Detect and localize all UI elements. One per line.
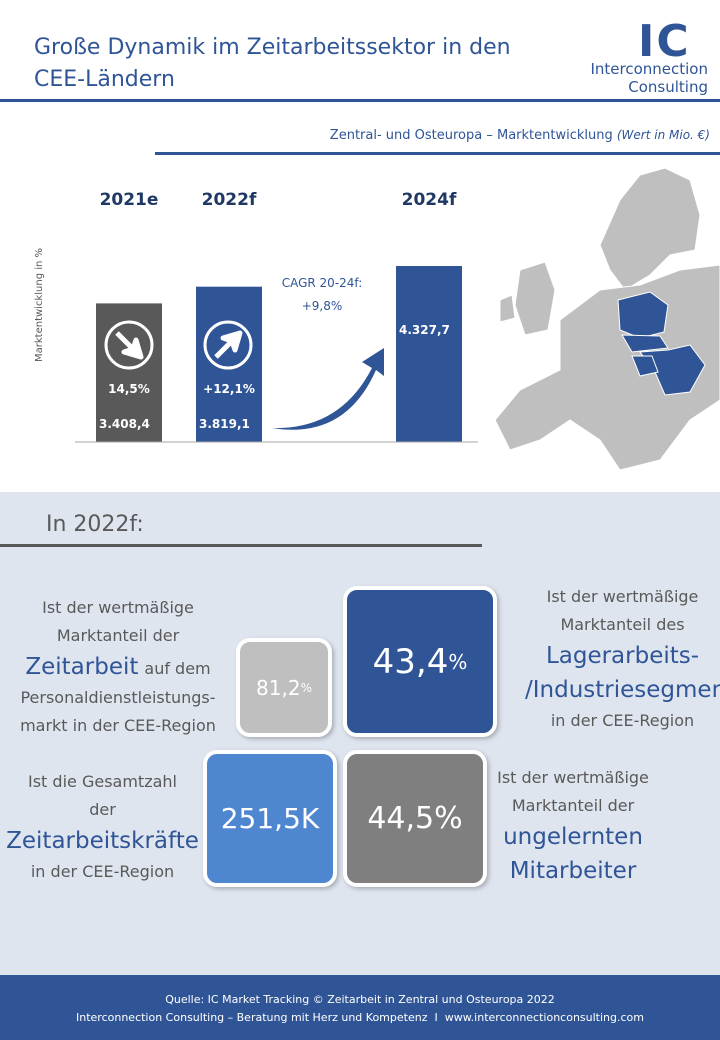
logo-name: Interconnection bbox=[590, 60, 708, 78]
stat-line: Mitarbeiter bbox=[480, 854, 666, 888]
stat-highlight: Zeitarbeitskräfte bbox=[6, 828, 199, 854]
chart: 2021e 2022f 2024f CAGR 20-24f: +9,8% Markt… bbox=[34, 167, 720, 471]
stat-value: 44,5% bbox=[367, 801, 463, 836]
stat-desc: Ist die Gesamtzahl bbox=[28, 772, 177, 791]
value-label: 4.327,7 bbox=[399, 323, 450, 337]
cagr-value: +9,8% bbox=[302, 299, 343, 313]
stat-value: 43,4 bbox=[372, 641, 449, 682]
stat-desc: auf dem bbox=[144, 659, 211, 678]
stat-line: Ist der wertmäßige bbox=[480, 764, 666, 792]
stat-desc: Marktanteil der bbox=[56, 626, 180, 645]
stat-box: 81,2% bbox=[236, 638, 332, 737]
stat-value: 251,5K bbox=[220, 802, 320, 835]
stat-line: Ist der wertmäßige bbox=[0, 594, 236, 622]
footer: Quelle: IC Market Tracking © Zeitarbeit … bbox=[0, 975, 720, 1040]
growth-label: 14,5% bbox=[108, 382, 150, 396]
y-axis-label: Marktentwicklung in % bbox=[34, 248, 45, 362]
title: Große Dynamik im Zeitarbeitssektor in de… bbox=[34, 35, 511, 92]
stat-text: Ist der wertmäßige Marktanteil der Zeitarb… bbox=[0, 594, 236, 740]
stat-unit: % bbox=[448, 649, 468, 674]
section-title: In 2022f: bbox=[46, 512, 144, 537]
stat-text: Ist der wertmäßige Marktanteil des Lagerar… bbox=[525, 583, 720, 735]
footer-source: Quelle: IC Market Tracking © Zeitarbeit … bbox=[165, 993, 555, 1006]
stat-desc: der bbox=[89, 800, 116, 819]
stat-line: Lagerarbeits- bbox=[525, 639, 720, 673]
stat-line: Marktanteil der bbox=[480, 792, 666, 820]
stat-desc: in der CEE-Region bbox=[550, 711, 695, 730]
stat-box: 251,5K bbox=[203, 750, 337, 887]
stat-text: Ist die Gesamtzahl der Zeitarbeitskräfte in… bbox=[0, 768, 205, 886]
x-tick-label: 2022f bbox=[202, 190, 257, 210]
stat-line: in der CEE-Region bbox=[0, 858, 205, 886]
stat-line: markt in der CEE-Region bbox=[0, 712, 236, 740]
stat-desc: Personaldienstleistungs- bbox=[20, 688, 216, 707]
stat-line: Ist der wertmäßige bbox=[525, 583, 720, 611]
stat-highlight: Zeitarbeit bbox=[25, 654, 139, 680]
stat-line: der bbox=[0, 796, 205, 824]
logo-initials: IC bbox=[638, 16, 691, 67]
bar bbox=[196, 286, 262, 442]
stat-desc: Ist der wertmäßige bbox=[497, 768, 649, 787]
stat-line: Ist die Gesamtzahl bbox=[0, 768, 205, 796]
subtitle-rule bbox=[155, 152, 720, 155]
stat-desc: Marktanteil der bbox=[511, 796, 635, 815]
stat-box: 43,4% bbox=[343, 586, 497, 737]
stat-text: Ist der wertmäßige Marktanteil der ungeler… bbox=[480, 764, 666, 888]
map bbox=[494, 167, 720, 471]
bar bbox=[96, 303, 162, 442]
trend-icon-down bbox=[104, 320, 154, 370]
stat-highlight: Lagerarbeits- bbox=[545, 643, 700, 669]
stat-highlight: /Industriesegments bbox=[525, 677, 720, 703]
stat-desc: Ist der wertmäßige bbox=[546, 587, 699, 606]
logo-subname: Consulting bbox=[628, 78, 708, 96]
stat-desc: in der CEE-Region bbox=[30, 862, 175, 881]
stat-desc: Marktanteil des bbox=[560, 615, 685, 634]
stat-line: Marktanteil des bbox=[525, 611, 720, 639]
stat-line: ungelernten bbox=[480, 820, 666, 854]
value-label: 3.408,4 bbox=[99, 417, 150, 431]
stat-line: Personaldienstleistungs- bbox=[0, 684, 236, 712]
subtitle-text: Zentral- und Osteuropa – Marktentwicklun… bbox=[329, 128, 613, 143]
cagr-title: CAGR 20-24f: bbox=[282, 276, 363, 290]
growth-label: +12,1% bbox=[203, 382, 255, 396]
stat-line: /Industriesegments bbox=[525, 673, 720, 707]
bar bbox=[396, 266, 462, 442]
stat-highlight: Mitarbeiter bbox=[509, 858, 637, 884]
trend-icon-up bbox=[203, 320, 253, 370]
stat-box: 44,5% bbox=[343, 750, 487, 887]
stat-line: Zeitarbeitskräfte bbox=[0, 824, 205, 858]
stat-line: Marktanteil der bbox=[0, 622, 236, 650]
section-rule bbox=[0, 544, 482, 547]
subtitle-note: (Wert in Mio. €) bbox=[616, 128, 710, 142]
stat-line: Zeitarbeit auf dem bbox=[0, 650, 236, 684]
stat-desc: Ist der wertmäßige bbox=[42, 598, 194, 617]
stat-desc: markt in der CEE-Region bbox=[20, 716, 216, 735]
cagr-arrow bbox=[272, 348, 384, 430]
x-tick-label: 2021e bbox=[100, 190, 159, 210]
header-rule bbox=[0, 99, 720, 102]
x-tick-label: 2024f bbox=[402, 190, 457, 210]
value-label: 3.819,1 bbox=[199, 417, 250, 431]
stat-value: 81,2 bbox=[256, 675, 301, 700]
stat-highlight: ungelernten bbox=[503, 824, 643, 850]
footer-tagline: Interconnection Consulting – Beratung mi… bbox=[76, 1011, 644, 1024]
stat-unit: % bbox=[300, 680, 312, 695]
chart-subtitle: Zentral- und Osteuropa – Marktentwicklun… bbox=[330, 128, 710, 143]
stat-line: in der CEE-Region bbox=[525, 707, 720, 735]
